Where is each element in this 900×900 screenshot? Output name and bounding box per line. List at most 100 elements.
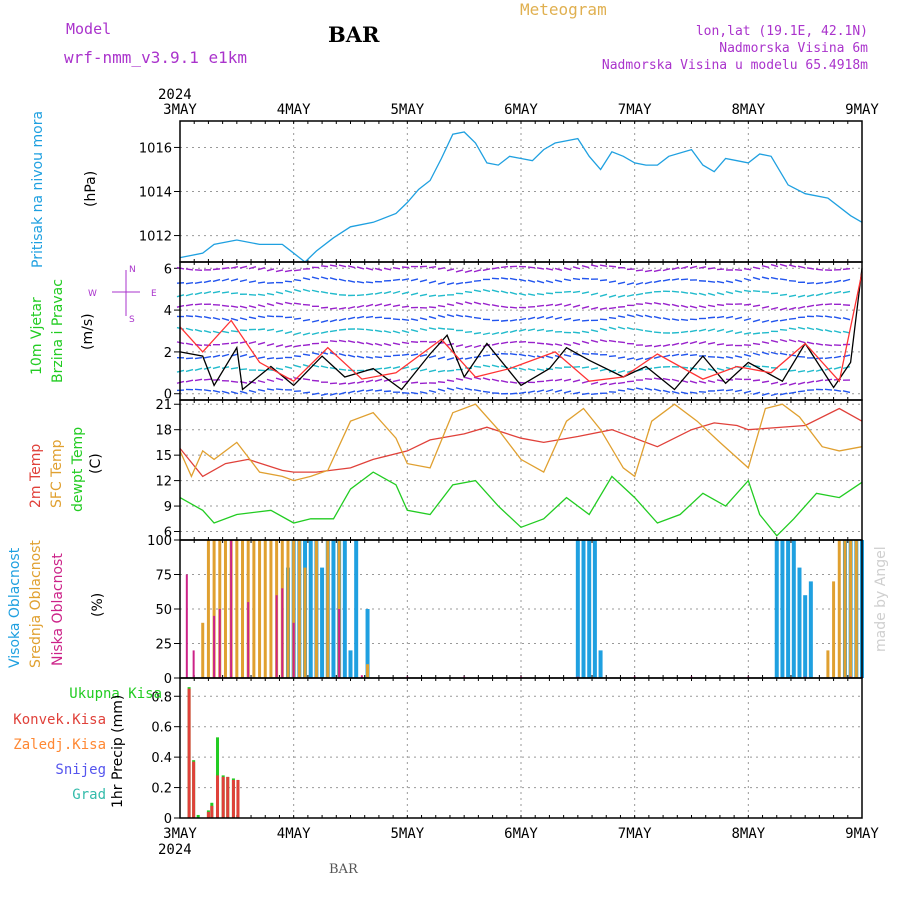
wind-arrow — [446, 303, 455, 307]
wind-arrow — [653, 388, 662, 392]
wind-arrow — [815, 327, 824, 332]
wind-arrow — [752, 318, 761, 323]
cloud-bar — [786, 540, 791, 678]
wind-arrow — [428, 266, 437, 269]
wind-arrow — [797, 326, 806, 330]
wind-arrow — [770, 319, 779, 323]
wind-arrow — [329, 292, 338, 295]
wind-arrow — [563, 342, 572, 347]
wind-arrow — [833, 279, 842, 283]
wind-arrow — [779, 352, 788, 356]
wind-arrow — [311, 319, 320, 323]
cloud-bar — [230, 540, 233, 678]
wind-arrow — [662, 343, 671, 347]
wind-arrow — [698, 341, 707, 345]
wind-arrow — [752, 342, 761, 346]
wind-unit: (m/s) — [80, 313, 96, 350]
wind-arrow — [788, 369, 797, 372]
cloud-bar — [258, 540, 262, 678]
wind-arrow — [203, 355, 212, 359]
elevation-label: Nadmorska Visina 6m — [719, 41, 868, 56]
wind-arrow — [410, 328, 419, 333]
cloud-bar — [797, 567, 802, 678]
y-tick-label: 1016 — [139, 141, 172, 156]
cloud-bar — [849, 540, 853, 678]
wind-arrow — [653, 302, 662, 305]
sfc-temp-label: SFC Temp — [49, 439, 65, 508]
wind-arrow — [707, 304, 716, 308]
wind-arrow — [392, 278, 401, 282]
wind-arrow — [599, 368, 608, 372]
wind-arrow — [689, 265, 698, 269]
y-tick-label: 15 — [155, 449, 172, 464]
wind-arrow — [320, 365, 329, 369]
wind-arrow — [698, 292, 707, 296]
wind-arrow — [662, 377, 671, 381]
wind-arrow — [698, 305, 707, 309]
wind-arrow — [806, 267, 815, 270]
wind-arrow — [644, 281, 653, 285]
wind-arrow — [707, 380, 716, 384]
wind-arrow — [329, 264, 338, 267]
precip-frozen-label: Zaledj.Kisa — [13, 737, 106, 753]
wind-arrow — [599, 264, 608, 267]
wind-arrow — [716, 328, 725, 333]
y-tick-label: 0.2 — [151, 782, 172, 797]
y-tick-label: 75 — [155, 569, 172, 584]
wind-arrow — [707, 267, 716, 270]
wind-arrow — [536, 315, 545, 320]
wind-arrow — [212, 316, 221, 321]
wind-arrow — [626, 357, 635, 361]
precip-bar — [196, 814, 200, 818]
wind-arrow — [356, 266, 365, 270]
wind-arrow — [284, 289, 293, 294]
wind-arrow — [581, 330, 590, 334]
wind-arrow — [824, 329, 833, 333]
wind-arrow — [797, 265, 806, 269]
wind-arrow — [230, 278, 239, 282]
wind-arrow — [239, 317, 248, 321]
wind-arrow — [581, 305, 590, 310]
wind-arrow — [410, 381, 419, 384]
wind-arrow — [284, 365, 293, 369]
wind-arrow — [239, 390, 248, 394]
wind-arrow — [365, 388, 374, 392]
wind-speed-line — [179, 268, 863, 391]
wind-arrow — [437, 294, 446, 297]
wind-arrow — [275, 269, 284, 273]
wind-arrow — [194, 303, 203, 306]
wind-arrow — [329, 382, 338, 385]
wind-arrow — [437, 356, 446, 360]
wind-arrow — [779, 278, 788, 281]
x-tick-label-top: 6MAY — [504, 102, 538, 118]
wind-arrow — [590, 329, 599, 333]
wind-arrow — [203, 316, 212, 319]
wind-arrow — [500, 277, 509, 280]
y-tick-label: 100 — [147, 534, 172, 549]
wind-arrow — [779, 328, 788, 331]
wind-arrow — [374, 303, 383, 307]
wind-arrow — [302, 343, 311, 347]
wind-arrow — [743, 268, 752, 271]
wind-arrow — [626, 282, 635, 286]
wind-arrow — [815, 303, 824, 307]
wind-arrow — [788, 264, 797, 268]
wind-arrow — [554, 316, 563, 320]
wind-arrow — [536, 328, 545, 332]
wind-arrow — [329, 307, 338, 310]
wind-arrow — [581, 340, 590, 345]
wind-arrow — [491, 378, 500, 382]
wind-arrow — [752, 352, 761, 356]
wind-arrow — [554, 303, 563, 307]
wind-arrow — [338, 353, 347, 357]
wind-arrow — [356, 315, 365, 319]
wind-arrow — [779, 338, 788, 343]
wind-arrow — [509, 352, 518, 356]
wind-arrow — [302, 303, 311, 306]
wind-arrow — [725, 388, 734, 392]
wind-arrow — [545, 303, 554, 307]
credit-label: made by Angel — [873, 546, 889, 652]
wind-arrow — [653, 344, 662, 348]
wind-arrow — [797, 340, 806, 344]
cloud-bar — [218, 609, 221, 678]
